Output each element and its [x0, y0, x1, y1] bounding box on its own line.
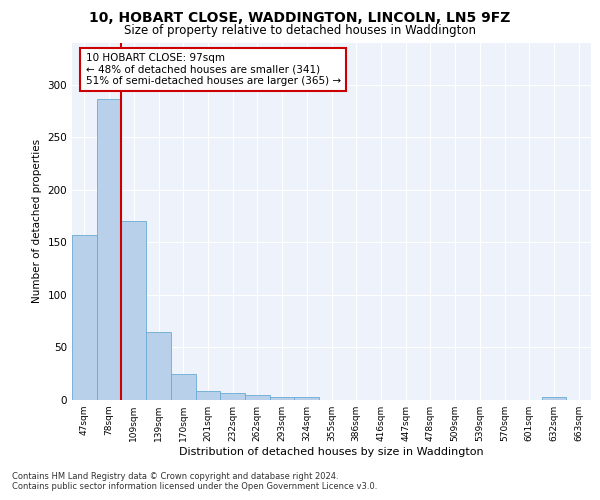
Text: Size of property relative to detached houses in Waddington: Size of property relative to detached ho…	[124, 24, 476, 37]
X-axis label: Distribution of detached houses by size in Waddington: Distribution of detached houses by size …	[179, 447, 484, 457]
Bar	[542, 397, 566, 400]
Bar	[171, 374, 196, 400]
Bar	[72, 235, 97, 400]
Bar	[121, 221, 146, 400]
Bar	[196, 390, 220, 400]
Text: 10 HOBART CLOSE: 97sqm
← 48% of detached houses are smaller (341)
51% of semi-de: 10 HOBART CLOSE: 97sqm ← 48% of detached…	[86, 53, 341, 86]
Y-axis label: Number of detached properties: Number of detached properties	[32, 139, 42, 304]
Bar	[220, 392, 245, 400]
Text: Contains public sector information licensed under the Open Government Licence v3: Contains public sector information licen…	[12, 482, 377, 491]
Bar	[245, 394, 270, 400]
Text: 10, HOBART CLOSE, WADDINGTON, LINCOLN, LN5 9FZ: 10, HOBART CLOSE, WADDINGTON, LINCOLN, L…	[89, 11, 511, 25]
Bar	[146, 332, 171, 400]
Text: Contains HM Land Registry data © Crown copyright and database right 2024.: Contains HM Land Registry data © Crown c…	[12, 472, 338, 481]
Bar	[295, 397, 319, 400]
Bar	[97, 100, 121, 400]
Bar	[270, 397, 295, 400]
